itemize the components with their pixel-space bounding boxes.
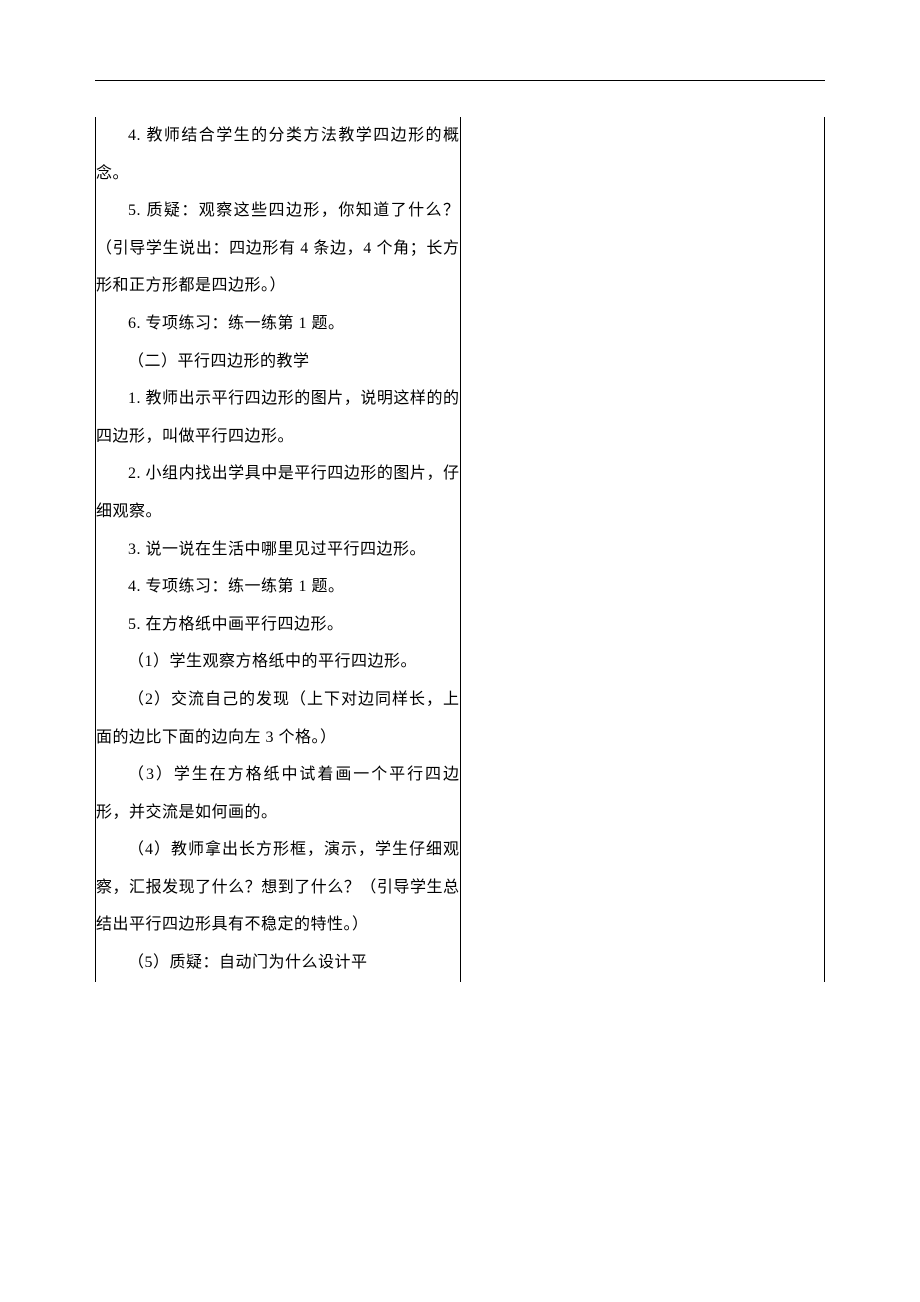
- paragraph: 6. 专项练习：练一练第 1 题。: [96, 305, 460, 343]
- paragraph: （5）质疑：自动门为什么设计平: [96, 944, 460, 982]
- paragraph: （二）平行四边形的教学: [96, 343, 460, 381]
- left-column: 4. 教师结合学生的分类方法教学四边形的概念。 5. 质疑：观察这些四边形，你知…: [96, 117, 461, 982]
- content-table: 4. 教师结合学生的分类方法教学四边形的概念。 5. 质疑：观察这些四边形，你知…: [95, 117, 825, 982]
- paragraph: 4. 专项练习：练一练第 1 题。: [96, 568, 460, 606]
- right-column: [460, 117, 825, 982]
- document-page: 4. 教师结合学生的分类方法教学四边形的概念。 5. 质疑：观察这些四边形，你知…: [0, 0, 920, 1042]
- paragraph: 1. 教师出示平行四边形的图片，说明这样的的四边形，叫做平行四边形。: [96, 380, 460, 455]
- paragraph: （3）学生在方格纸中试着画一个平行四边形，并交流是如何画的。: [96, 756, 460, 831]
- paragraph: 3. 说一说在生活中哪里见过平行四边形。: [96, 531, 460, 569]
- paragraph: 2. 小组内找出学具中是平行四边形的图片，仔细观察。: [96, 455, 460, 530]
- paragraph: 4. 教师结合学生的分类方法教学四边形的概念。: [96, 117, 460, 192]
- table-row: 4. 教师结合学生的分类方法教学四边形的概念。 5. 质疑：观察这些四边形，你知…: [96, 117, 825, 982]
- paragraph: 5. 质疑：观察这些四边形，你知道了什么？（引导学生说出：四边形有 4 条边，4…: [96, 192, 460, 305]
- paragraph: 5. 在方格纸中画平行四边形。: [96, 606, 460, 644]
- horizontal-rule: [95, 80, 825, 81]
- paragraph: （1）学生观察方格纸中的平行四边形。: [96, 643, 460, 681]
- paragraph: （4）教师拿出长方形框，演示，学生仔细观察，汇报发现了什么？想到了什么？（引导学…: [96, 831, 460, 944]
- paragraph: （2）交流自己的发现（上下对边同样长，上面的边比下面的边向左 3 个格。）: [96, 681, 460, 756]
